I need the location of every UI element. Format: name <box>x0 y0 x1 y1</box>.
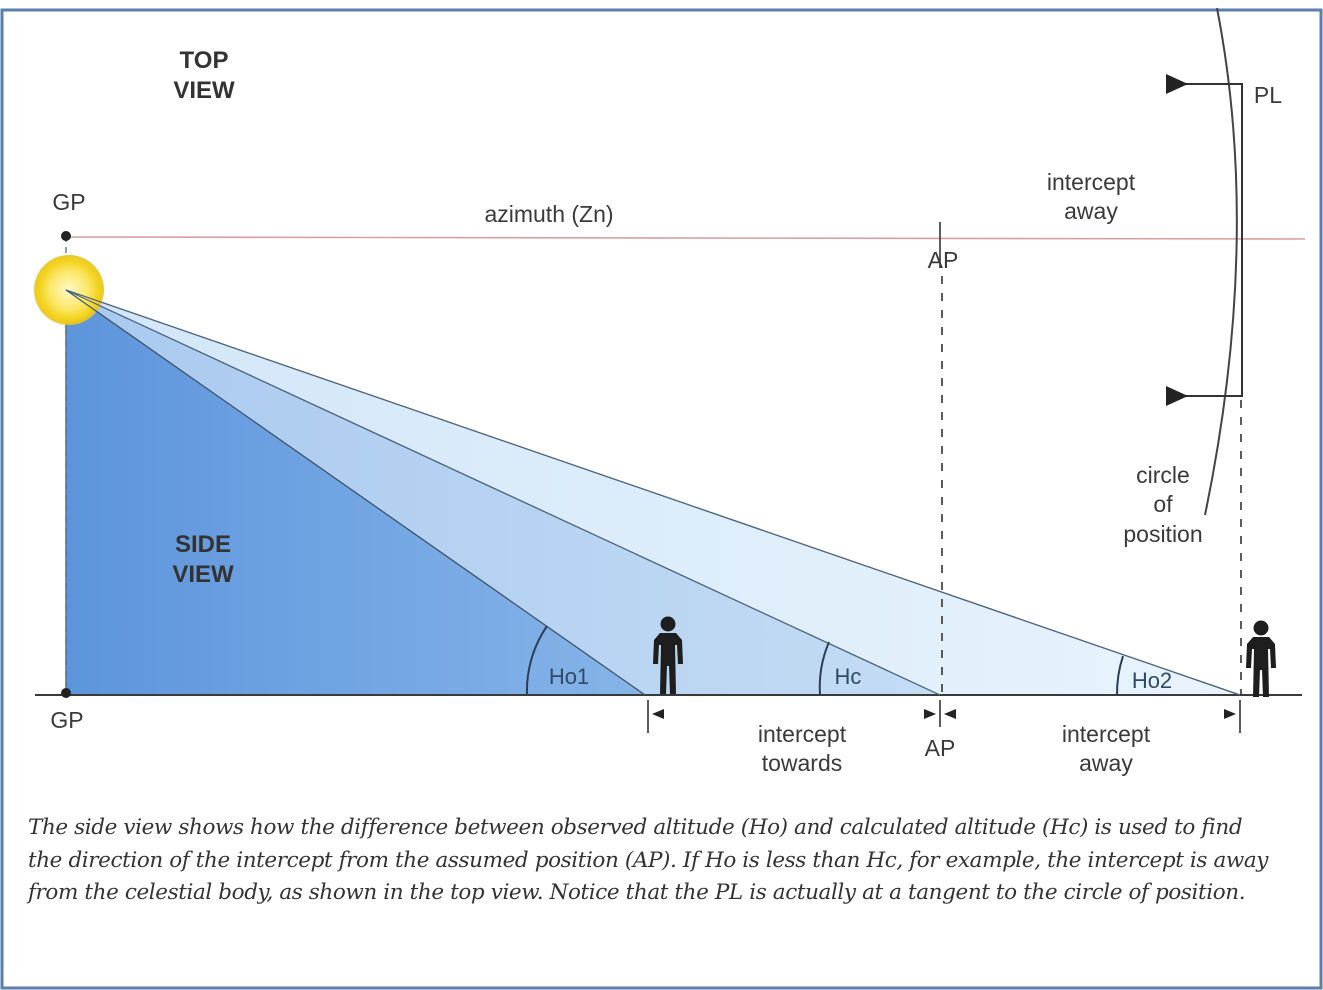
gp-top-label: GP <box>52 189 85 215</box>
arrowhead-towards-end <box>924 709 936 719</box>
sight-line-ho1 <box>65 289 646 696</box>
sight-line-ho2 <box>65 289 1241 696</box>
observer-figure-away <box>1246 620 1276 697</box>
gp-bottom-dot <box>61 688 71 698</box>
circle-of-position-arc <box>1204 7 1238 516</box>
observer-figure-towards <box>653 616 683 694</box>
azimuth-label: azimuth (Zn) <box>484 201 613 227</box>
intercept-towards-line2: towards <box>762 750 843 776</box>
gp-top-dot <box>61 231 71 241</box>
ap-top-label: AP <box>928 247 959 273</box>
sun-icon <box>34 255 104 325</box>
border <box>0 8 1323 990</box>
arrowhead-away-start <box>944 709 956 719</box>
arrowhead-towards-start <box>652 709 664 719</box>
angle-arc-ho1 <box>525 625 548 696</box>
pl-bracket <box>1232 83 1243 397</box>
figure-caption: The side view shows how the difference b… <box>28 815 1269 905</box>
circle-of-position-line2: of <box>1153 491 1173 517</box>
intercept-away-bottom-line1: intercept <box>1062 721 1151 747</box>
sight-line-hc <box>65 289 941 696</box>
angle-label-ho1: Ho1 <box>549 664 589 689</box>
intercept-away-top-line1: intercept <box>1047 169 1136 195</box>
angle-arc-ho2 <box>1115 655 1124 696</box>
angle-arc-hc <box>818 641 830 696</box>
arrowhead-away-end <box>1224 709 1236 719</box>
gp-bottom-label: GP <box>50 707 83 733</box>
circle-of-position-line3: position <box>1123 521 1202 547</box>
side-view-title-line2: VIEW <box>172 561 234 588</box>
angle-label-hc: Hc <box>835 664 862 689</box>
angle-label-ho2: Ho2 <box>1132 668 1172 693</box>
intercept-away-top-line2: away <box>1064 198 1118 224</box>
side-view-title-line1: SIDE <box>175 531 231 558</box>
top-view-title-line1: TOP <box>180 47 229 74</box>
intercept-away-bottom-line2: away <box>1079 750 1133 776</box>
pl-label: PL <box>1254 82 1282 108</box>
top-view-title-line2: VIEW <box>173 77 235 104</box>
azimuth-line <box>65 236 1306 240</box>
intercept-towards-line1: intercept <box>758 721 847 747</box>
ap-bottom-label: AP <box>925 735 956 761</box>
circle-of-position-line1: circle <box>1136 462 1190 488</box>
